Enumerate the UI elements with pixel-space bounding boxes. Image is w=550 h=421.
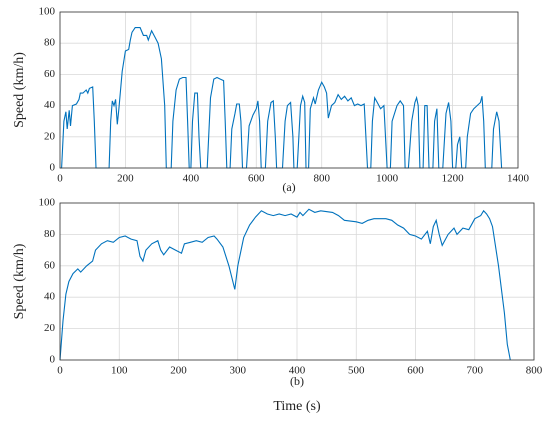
plot-area xyxy=(60,12,518,168)
y-tick-label: 60 xyxy=(44,68,56,80)
x-tick-label: 400 xyxy=(183,173,200,185)
axes-box xyxy=(59,202,535,361)
x-tick-label: 600 xyxy=(248,173,265,185)
x-tick-label: 1000 xyxy=(376,173,399,185)
y-tick-label: 0 xyxy=(50,354,56,366)
x-tick-label: 1400 xyxy=(507,173,530,185)
x-tick-label: 800 xyxy=(526,365,543,377)
x-tick-label: 800 xyxy=(313,173,330,185)
y-tick-label: 20 xyxy=(44,322,56,334)
x-tick-label: 600 xyxy=(407,365,424,377)
x-tick-label: 100 xyxy=(111,365,128,377)
y-tick-label: 0 xyxy=(50,162,56,174)
y-tick-label: 100 xyxy=(39,6,56,18)
x-tick-label: 400 xyxy=(289,365,306,377)
y-tick-label: 40 xyxy=(44,99,56,111)
y-tick-label: 40 xyxy=(44,291,56,303)
y-axis-label: Speed (km/h) xyxy=(12,243,27,319)
x-tick-label: 200 xyxy=(170,365,187,377)
x-tick-label: 300 xyxy=(230,365,247,377)
y-tick-label: 60 xyxy=(44,259,56,271)
y-tick-label: 100 xyxy=(39,197,56,209)
y-axis-label: Speed (km/h) xyxy=(12,52,27,128)
x-tick-label: 500 xyxy=(348,365,365,377)
x-tick-label: 0 xyxy=(57,365,63,377)
x-axis-label: Time (s) xyxy=(273,399,321,414)
x-tick-label: 200 xyxy=(117,173,134,185)
x-tick-label: 0 xyxy=(57,173,63,185)
y-tick-label: 80 xyxy=(44,228,56,240)
x-tick-label: 1200 xyxy=(442,173,465,185)
caption: (b) xyxy=(290,374,304,388)
y-tick-label: 20 xyxy=(44,130,56,142)
axes-box xyxy=(59,11,519,169)
caption: (a) xyxy=(282,180,295,194)
speed-line xyxy=(59,208,511,361)
y-tick-label: 80 xyxy=(44,37,56,49)
x-tick-label: 700 xyxy=(467,365,484,377)
